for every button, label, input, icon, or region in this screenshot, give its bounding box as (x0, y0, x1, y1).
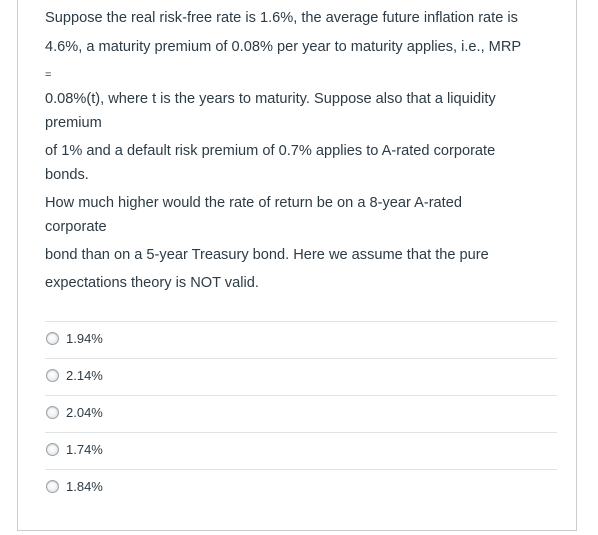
answer-option[interactable]: 1.74% (45, 432, 557, 469)
radio-button[interactable] (46, 369, 59, 382)
question-line: expectations theory is NOT valid. (45, 275, 259, 291)
answer-label[interactable]: 1.84% (66, 479, 103, 494)
answer-option[interactable]: 1.84% (45, 469, 557, 506)
answer-label[interactable]: 1.94% (66, 331, 103, 346)
radio-button[interactable] (46, 480, 59, 493)
question-line: Suppose the real risk-free rate is 1.6%,… (45, 10, 518, 26)
radio-button[interactable] (46, 332, 59, 345)
radio-button[interactable] (46, 406, 59, 419)
question-line: 0.08%(t), where t is the years to maturi… (45, 91, 496, 107)
answer-label[interactable]: 1.74% (66, 442, 103, 457)
question-line: premium (45, 115, 102, 131)
question-line: 4.6%, a maturity premium of 0.08% per ye… (45, 39, 522, 55)
question-line: How much higher would the rate of return… (45, 195, 462, 211)
question-line: bonds. (45, 167, 89, 183)
question-line: corporate (45, 219, 107, 235)
answer-option[interactable]: 2.04% (45, 395, 557, 432)
answer-label[interactable]: 2.04% (66, 405, 103, 420)
question-card: Suppose the real risk-free rate is 1.6%,… (17, 0, 577, 531)
answer-option[interactable]: 1.94% (45, 321, 557, 358)
question-line: bond than on a 5-year Treasury bond. Her… (45, 247, 489, 263)
answer-label[interactable]: 2.14% (66, 368, 103, 383)
radio-button[interactable] (46, 443, 59, 456)
answer-option[interactable]: 2.14% (45, 358, 557, 395)
question-line: = (45, 69, 52, 81)
answer-list: 1.94% 2.14% 2.04% 1.74% 1.84% (45, 321, 557, 506)
question-line: of 1% and a default risk premium of 0.7%… (45, 143, 496, 159)
